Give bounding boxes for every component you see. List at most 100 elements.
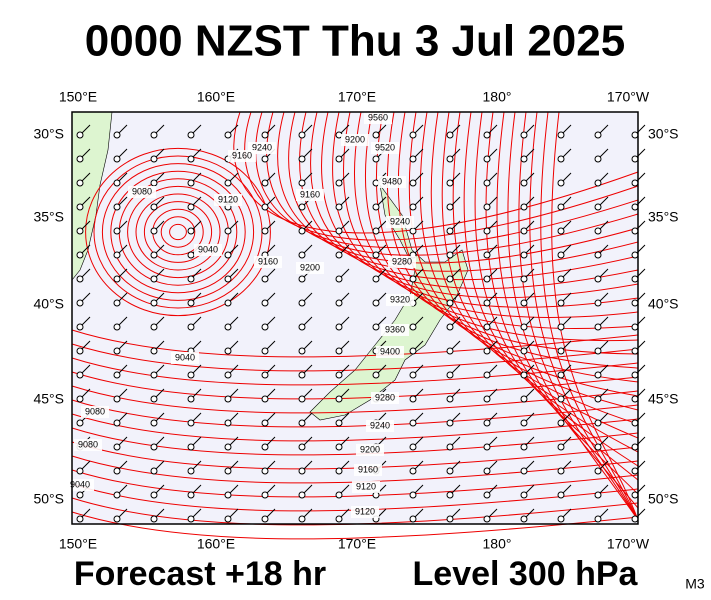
station (113, 323, 121, 331)
lat-label-right: 35°S (648, 209, 679, 225)
station (520, 443, 528, 451)
lat-label-right: 45°S (648, 391, 679, 407)
station (483, 251, 491, 259)
station (483, 395, 491, 403)
lat-label-left: 30°S (33, 126, 64, 142)
station (631, 371, 639, 379)
station (483, 347, 491, 355)
station (187, 299, 195, 307)
station (409, 347, 417, 355)
station (446, 227, 454, 235)
station (520, 299, 528, 307)
station (483, 227, 491, 235)
station (113, 275, 121, 283)
station (409, 491, 417, 499)
station (631, 491, 639, 499)
station (409, 395, 417, 403)
contour (332, 111, 639, 308)
station (76, 179, 84, 187)
contour-label-box (171, 352, 199, 364)
station (224, 347, 232, 355)
contour (474, 111, 639, 481)
contour-label-box (254, 256, 282, 268)
contour-label-box (371, 142, 399, 154)
station (187, 227, 195, 235)
station (483, 443, 491, 451)
station (520, 275, 528, 283)
station (631, 515, 639, 523)
station (446, 515, 454, 523)
station (483, 275, 491, 283)
contour (485, 111, 639, 495)
station (557, 443, 565, 451)
station (520, 155, 528, 163)
station (483, 371, 491, 379)
station (150, 515, 158, 523)
station (150, 155, 158, 163)
lon-label-top: 160°E (197, 89, 235, 105)
station (483, 323, 491, 331)
lon-label-bottom: 150°E (59, 536, 97, 552)
station (150, 491, 158, 499)
station (298, 347, 306, 355)
station (335, 203, 343, 211)
station (631, 227, 639, 235)
station (446, 419, 454, 427)
station (409, 227, 417, 235)
contour-label: 9280 (392, 256, 412, 266)
station (224, 131, 232, 139)
station (335, 299, 343, 307)
contour-label: 9200 (360, 444, 380, 454)
station (113, 155, 121, 163)
contour-label-box (81, 406, 109, 418)
lat-label-left: 45°S (33, 391, 64, 407)
contour-label: 9240 (252, 142, 272, 152)
station (261, 467, 269, 475)
station (631, 347, 639, 355)
lon-label-bottom: 180° (483, 536, 512, 552)
station (224, 227, 232, 235)
station (631, 467, 639, 475)
contour-label-box (386, 216, 414, 228)
station (557, 227, 565, 235)
station (372, 227, 380, 235)
contour (101, 163, 255, 301)
contour-label: 9160 (232, 150, 252, 160)
station (483, 155, 491, 163)
contour-label: 9080 (132, 186, 152, 196)
contour-label-box (371, 392, 399, 404)
lon-label-bottom: 160°E (197, 536, 235, 552)
contour-label-box (66, 479, 94, 491)
station (150, 179, 158, 187)
station (557, 251, 565, 259)
contour (71, 413, 639, 442)
contour-label-box (128, 186, 156, 198)
contour-label-box (354, 464, 382, 476)
contour-label: 9120 (356, 481, 376, 491)
station (631, 419, 639, 427)
contour-label: 9240 (370, 420, 390, 430)
station (224, 395, 232, 403)
contour-label: 9360 (385, 324, 405, 334)
station (594, 155, 602, 163)
station (113, 419, 121, 427)
station (76, 203, 84, 211)
station (557, 371, 565, 379)
contour-label-box (296, 262, 324, 274)
station (76, 251, 84, 259)
station (483, 515, 491, 523)
station (224, 323, 232, 331)
station (150, 299, 158, 307)
station (446, 491, 454, 499)
station (187, 179, 195, 187)
station (409, 275, 417, 283)
station (557, 179, 565, 187)
station (372, 203, 380, 211)
contour-label: 9080 (85, 406, 105, 416)
contour-label: 9040 (198, 244, 218, 254)
station (372, 323, 380, 331)
station (372, 299, 380, 307)
station (631, 395, 639, 403)
station (631, 155, 639, 163)
